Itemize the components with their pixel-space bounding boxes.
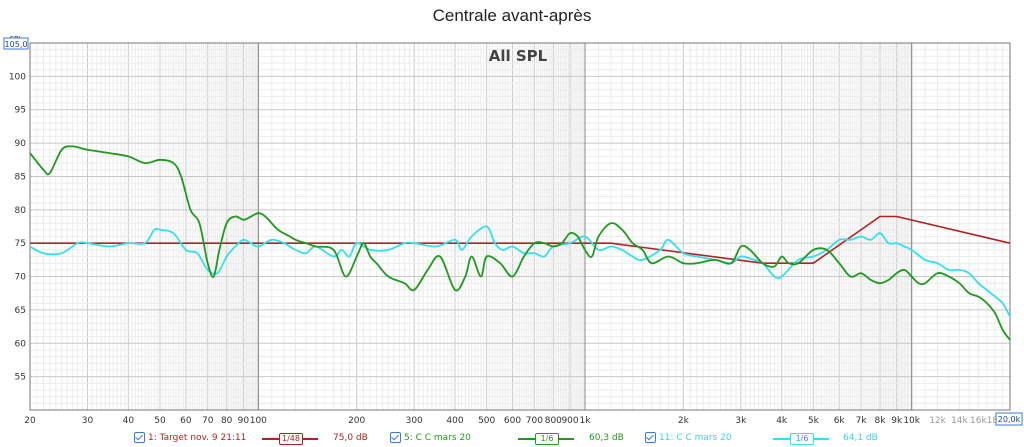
legend-series-5-name: 5: C C mars 20 [404, 433, 471, 443]
x-tick-label: 70 [202, 416, 214, 426]
x-tick-label: 50 [154, 416, 166, 426]
series-cc-5-line [29, 145, 1011, 341]
series-5-smoothing-value: 1/6 [535, 433, 559, 445]
series-5-level: 60,3 dB [589, 433, 624, 443]
y-tick-label: 70 [15, 273, 27, 283]
x-tick-label: 8k [875, 416, 887, 426]
y-axis-ticks: 55 60 65 70 75 80 85 90 95 100 [9, 72, 26, 382]
series-1-checkbox[interactable] [134, 432, 145, 443]
series-11-checkbox[interactable] [645, 432, 656, 443]
y-tick-label: 60 [15, 339, 27, 349]
y-tick-label: 75 [15, 239, 26, 249]
series-cc-11-line [29, 225, 1011, 318]
x-tick-label: 4k [776, 416, 788, 426]
x-tick-label: 900 [561, 416, 578, 426]
y-top-box[interactable]: 105,0 [3, 37, 29, 50]
y-tick-label: 95 [15, 106, 26, 116]
legend-item-target[interactable]: 1: Target nov. 9 21:11 [134, 430, 246, 447]
x-tick-label: 500 [478, 416, 495, 426]
x-tick-label: 6k [834, 416, 846, 426]
plot-border [29, 42, 1011, 411]
x-axis-ticks: 20 30 40 50 60 70 80 90 100 200 300 400 500 600 700 800… [24, 416, 1004, 426]
x-tick-label: 14k [951, 416, 968, 426]
y-tick-label: 100 [9, 72, 26, 82]
series-11-smoothing[interactable]: 1/6 [773, 433, 829, 445]
chart-title: All SPL [489, 47, 548, 65]
series-layer [29, 145, 1011, 341]
series-5-smoothing[interactable]: 1/6 [518, 433, 574, 445]
x-tick-label: 90 [238, 416, 250, 426]
window-title: Centrale avant-après [432, 6, 592, 25]
x-tick-label: 400 [446, 416, 463, 426]
y-tick-label: 80 [15, 206, 27, 216]
series-11-smoothing-value: 1/6 [790, 433, 814, 445]
x-tick-label: 20 [24, 416, 36, 426]
x-tick-label: 16k [970, 416, 987, 426]
legend-item-cc-5[interactable]: 5: C C mars 20 [390, 430, 471, 447]
x-tick-label: 700 [526, 416, 543, 426]
minor-grid [30, 43, 1010, 410]
x-tick-label: 1k [580, 416, 592, 426]
x-tick-label: 40 [123, 416, 135, 426]
x-tick-label: 80 [221, 416, 233, 426]
series-target-line [30, 215, 1011, 264]
x-tick-label: 300 [406, 416, 423, 426]
y-tick-label: 85 [15, 172, 26, 182]
major-grid [257, 43, 913, 410]
x-tick-label: 30 [82, 416, 94, 426]
x-tick-label: 800 [545, 416, 562, 426]
x-tick-label: 100 [250, 416, 267, 426]
x-tick-label: 18k [987, 416, 1004, 426]
y-top-value: 105,0 [5, 40, 28, 49]
legend-bar: 1: Target nov. 9 21:11 1/48 75,0 dB 5: C… [0, 430, 1024, 447]
x-end-box[interactable]: 20,0k [995, 412, 1023, 426]
series-1-smoothing-value: 1/48 [279, 433, 303, 445]
x-tick-label: 60 [180, 416, 192, 426]
legend-item-cc-11[interactable]: 11: C C mars 20 [645, 430, 732, 447]
x-tick-label: 10k [903, 416, 920, 426]
series-5-checkbox[interactable] [390, 432, 401, 443]
y-tick-label: 65 [15, 306, 26, 316]
x-tick-label: 12k [929, 416, 946, 426]
series-11-level: 64,1 dB [843, 433, 878, 443]
series-1-smoothing[interactable]: 1/48 [262, 433, 318, 445]
x-tick-label: 7k [856, 416, 868, 426]
y-tick-label: 55 [15, 373, 26, 383]
legend-series-11-name: 11: C C mars 20 [659, 433, 732, 443]
series-1-level: 75,0 dB [333, 433, 368, 443]
legend-series-1-name: 1: Target nov. 9 21:11 [148, 433, 247, 443]
y-tick-label: 90 [15, 139, 27, 149]
x-end-value: 20,0k [998, 415, 1021, 424]
x-tick-label: 3k [735, 416, 747, 426]
x-tick-label: 2k [678, 416, 690, 426]
x-tick-label: 600 [504, 416, 521, 426]
x-tick-label: 5k [808, 416, 820, 426]
x-tick-label: 200 [348, 416, 365, 426]
x-tick-label: 9k [891, 416, 903, 426]
